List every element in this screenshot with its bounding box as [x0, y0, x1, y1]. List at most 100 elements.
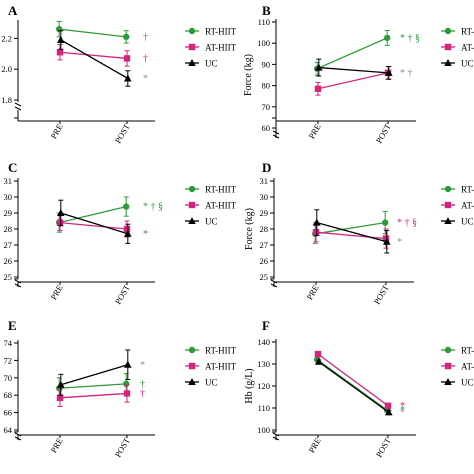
y-tick-label: 130	[257, 359, 270, 369]
series-uc	[315, 357, 393, 416]
series-at-hiit	[312, 222, 390, 249]
y-tick-label: 28	[4, 224, 13, 234]
legend: RT-HIIT AT-HIIT UC	[185, 346, 237, 388]
x-tick-label: PRE	[306, 436, 322, 455]
legend-label: RT-HIIT	[205, 27, 237, 37]
series-line	[60, 212, 128, 235]
series-line	[315, 221, 386, 235]
chart-panel-d: D31 30 29 28 27 26 25 Force (kg) PRE POST * † § * RT…	[244, 160, 474, 306]
data-point	[384, 402, 392, 409]
y-tick-label: 2.2	[1, 33, 12, 43]
series-uc	[57, 349, 132, 396]
legend-marker	[188, 43, 196, 51]
series-rt-hiit	[56, 372, 130, 400]
y-tick-label: 28	[260, 224, 269, 234]
significance-marker: * †	[400, 68, 413, 79]
series-uc	[57, 30, 132, 87]
data-point	[56, 394, 64, 402]
legend-marker	[188, 378, 196, 385]
series-uc	[313, 209, 391, 254]
significance-marker: *	[143, 73, 148, 84]
x-tick-label: POST	[374, 435, 393, 459]
axis-break	[272, 130, 280, 135]
data-point	[315, 63, 323, 71]
legend-label: UC	[205, 59, 218, 69]
y-tick-label: 31	[260, 176, 269, 186]
y-tick-label: 31	[4, 176, 13, 186]
data-point	[57, 380, 65, 388]
data-point	[124, 360, 132, 368]
series-line	[316, 221, 387, 243]
data-point	[56, 25, 63, 33]
y-tick-label: 29	[4, 208, 13, 218]
y-tick-label: 72	[4, 355, 13, 365]
axis-break	[14, 102, 22, 107]
significance-marker: *	[143, 229, 148, 240]
legend-label: RT-HIIT	[205, 346, 237, 356]
data-point	[314, 350, 322, 358]
y-axis-label: Force (kg)	[243, 54, 254, 96]
data-point	[314, 85, 322, 92]
y-tick-label: 74	[4, 338, 13, 348]
legend-marker	[444, 201, 452, 209]
legend-label: AT-HIIT	[205, 43, 237, 53]
y-tick-label: 30	[260, 192, 269, 202]
significance-marker: †	[140, 388, 145, 399]
axis-break	[272, 134, 280, 139]
data-point	[382, 235, 390, 242]
legend-label: AT-HIIT	[461, 201, 474, 211]
significance-marker: †	[140, 379, 145, 390]
legend: RT-HIIT AT-HIIT UC	[185, 27, 237, 69]
series-line	[59, 28, 127, 38]
y-tick-label: 25	[4, 272, 13, 282]
data-point	[312, 229, 320, 236]
x-tick-label: PRE	[48, 283, 64, 302]
legend-marker	[444, 27, 452, 35]
y-tick-label: 110	[258, 17, 270, 27]
series-line	[60, 364, 128, 386]
y-tick-label: 60	[262, 123, 271, 133]
x-tick-label: POST	[372, 282, 391, 306]
legend-label: AT-HIIT	[461, 362, 474, 372]
legend-label: RT-HIIT	[205, 185, 237, 195]
y-tick-label: 1.8	[1, 95, 12, 105]
significance-marker: *	[400, 401, 405, 412]
legend-marker	[444, 362, 452, 370]
significance-marker: *	[397, 237, 402, 248]
data-point	[313, 218, 321, 226]
legend-label: UC	[205, 378, 218, 388]
legend-label: UC	[461, 217, 474, 227]
panel-label: A	[8, 3, 18, 18]
x-tick-label: PRE	[306, 122, 322, 141]
y-tick-label: 100	[257, 425, 270, 435]
x-tick-label: POST	[113, 282, 132, 306]
data-point	[123, 33, 130, 41]
data-point	[123, 55, 131, 62]
axis-break	[270, 283, 278, 288]
y-tick-label: 29	[260, 208, 269, 218]
legend-marker	[444, 43, 452, 51]
legend-marker	[444, 378, 452, 385]
series-line	[59, 51, 128, 60]
series-line	[316, 37, 388, 70]
legend-marker	[444, 185, 452, 193]
legend-label: UC	[205, 217, 218, 227]
series-line	[59, 205, 127, 224]
y-tick-label: 27	[4, 240, 13, 250]
axis-break	[272, 436, 280, 441]
series-line	[317, 72, 389, 90]
x-tick-label: POST	[113, 435, 132, 459]
y-tick-label: 26	[4, 256, 13, 266]
legend-marker	[188, 362, 196, 370]
data-point	[124, 74, 132, 82]
series-uc	[315, 58, 393, 80]
legend-label: RT-HIIT	[461, 346, 474, 356]
panel-label: B	[262, 3, 271, 18]
y-tick-label: 2.0	[1, 64, 12, 74]
y-axis-label: Force (kg)	[244, 208, 255, 250]
y-tick-label: 26	[260, 256, 269, 266]
significance-marker: †	[143, 53, 148, 64]
chart-panel-a: A 2.2 2.0 1.8 PRE POST † † * RT-HIIT AT-HIIT UC	[1, 3, 236, 145]
